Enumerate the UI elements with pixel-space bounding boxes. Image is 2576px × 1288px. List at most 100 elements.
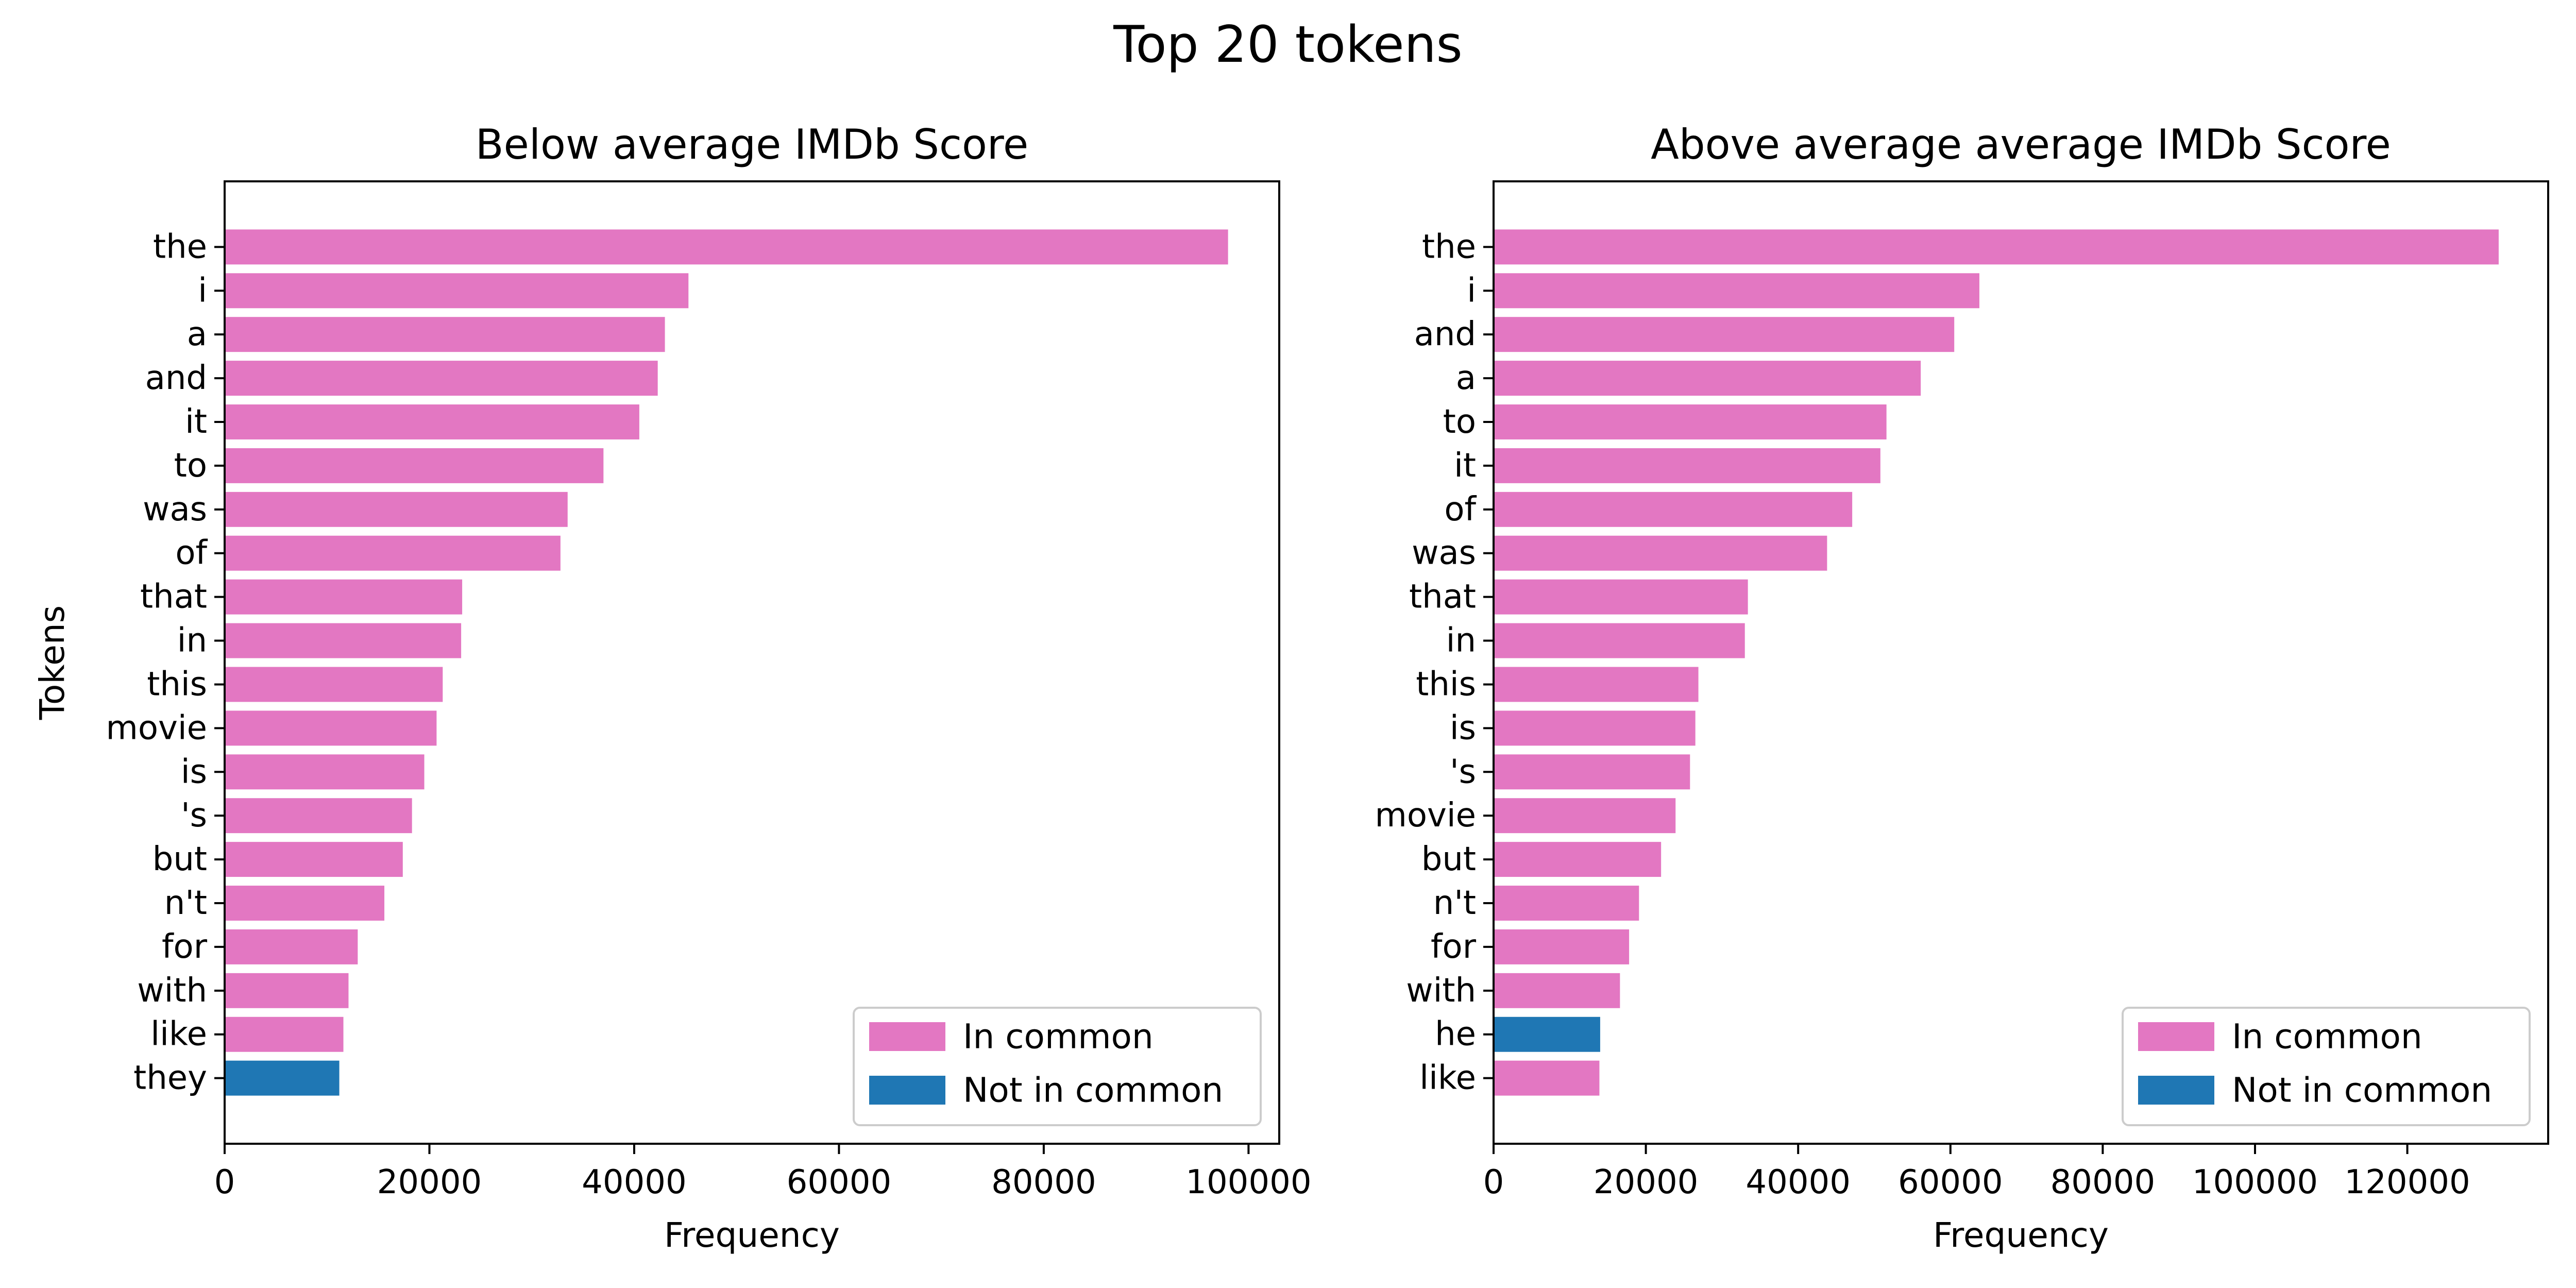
bar-in bbox=[225, 623, 462, 658]
legend-label: Not in common bbox=[963, 1071, 1223, 1110]
y-tick-label-it: it bbox=[1454, 447, 1476, 485]
y-tick-label-to: to bbox=[174, 447, 207, 485]
x-tick-label: 80000 bbox=[991, 1163, 1096, 1201]
x-tick-label: 0 bbox=[1483, 1163, 1504, 1201]
y-tick-label-movie: movie bbox=[106, 709, 207, 747]
legend-swatch bbox=[2138, 1076, 2214, 1105]
bar-and bbox=[1494, 317, 1955, 352]
legend-swatch bbox=[869, 1022, 945, 1051]
y-tick-label-n't: n't bbox=[164, 884, 207, 922]
bar-with bbox=[225, 973, 349, 1008]
bar-movie bbox=[1494, 798, 1676, 834]
panel-title: Above average average IMDb Score bbox=[1651, 121, 2391, 168]
bar-in bbox=[1494, 623, 1745, 658]
x-tick-label: 60000 bbox=[1898, 1163, 2003, 1201]
bar-it bbox=[225, 404, 639, 439]
y-tick-label-with: with bbox=[137, 972, 207, 1010]
bar-a bbox=[225, 317, 665, 352]
y-tick-label-a: a bbox=[187, 315, 207, 353]
y-tick-label-in: in bbox=[1446, 622, 1476, 660]
bar-but bbox=[225, 842, 403, 877]
x-tick-label: 20000 bbox=[1594, 1163, 1699, 1201]
bar-was bbox=[1494, 535, 1827, 571]
axes-frame bbox=[224, 180, 1280, 1145]
y-tick-label-and: and bbox=[145, 359, 207, 397]
bar-and bbox=[225, 361, 658, 396]
y-tick-label-they: they bbox=[133, 1059, 207, 1097]
y-tick-label-and: and bbox=[1414, 315, 1476, 353]
x-tick-label: 120000 bbox=[2344, 1163, 2470, 1201]
y-tick-label-like: like bbox=[1419, 1059, 1476, 1097]
x-tick-label: 20000 bbox=[377, 1163, 482, 1201]
y-tick-label-it: it bbox=[185, 403, 207, 441]
x-tick-label: 40000 bbox=[1745, 1163, 1851, 1201]
y-tick-label-is: is bbox=[181, 753, 207, 791]
bar-movie bbox=[225, 710, 437, 746]
legend-box bbox=[853, 1007, 1262, 1126]
y-tick-label-the: the bbox=[153, 228, 207, 266]
bar-it bbox=[1494, 448, 1880, 483]
bar-of bbox=[1494, 492, 1853, 527]
bar-this bbox=[1494, 667, 1699, 702]
legend-swatch bbox=[869, 1076, 945, 1105]
bar-with bbox=[1494, 973, 1620, 1008]
bar-was bbox=[225, 492, 568, 527]
y-tick-label-is: is bbox=[1450, 709, 1476, 747]
x-tick-label: 100000 bbox=[2192, 1163, 2318, 1201]
y-tick-label-'s: 's bbox=[1450, 753, 1476, 791]
legend-swatch bbox=[2138, 1022, 2214, 1051]
y-tick-label-of: of bbox=[175, 534, 208, 572]
y-tick-label-of: of bbox=[1444, 490, 1477, 529]
bar-n't bbox=[1494, 886, 1639, 921]
y-tick-label-movie: movie bbox=[1375, 796, 1476, 835]
bar-this bbox=[225, 667, 443, 702]
bar-n't bbox=[225, 886, 385, 921]
x-tick-label: 40000 bbox=[582, 1163, 687, 1201]
bar-is bbox=[225, 754, 425, 790]
bar-the bbox=[1494, 229, 2499, 265]
bar-of bbox=[225, 535, 561, 571]
y-tick-label-to: to bbox=[1443, 403, 1476, 441]
y-tick-label-but: but bbox=[1421, 840, 1476, 878]
y-tick-label-the: the bbox=[1422, 228, 1476, 266]
legend-label: Not in common bbox=[2232, 1071, 2492, 1110]
bar-'s bbox=[225, 798, 412, 834]
bar-is bbox=[1494, 710, 1696, 746]
x-tick-label: 80000 bbox=[2050, 1163, 2156, 1201]
legend-label: In common bbox=[963, 1017, 1154, 1057]
bar-'s bbox=[1494, 754, 1690, 790]
x-axis-label: Frequency bbox=[1933, 1215, 2109, 1255]
axes-frame bbox=[1493, 180, 2549, 1145]
bar-for bbox=[225, 929, 358, 964]
panel-title: Below average IMDb Score bbox=[476, 121, 1029, 168]
bar-that bbox=[1494, 579, 1748, 615]
x-axis-label: Frequency bbox=[664, 1215, 840, 1255]
x-tick-label: 0 bbox=[214, 1163, 235, 1201]
legend-box bbox=[2122, 1007, 2531, 1126]
y-tick-label-n't: n't bbox=[1433, 884, 1476, 922]
y-tick-label-this: this bbox=[147, 665, 207, 703]
bar-like bbox=[1494, 1060, 1600, 1096]
y-tick-label-was: was bbox=[143, 490, 207, 529]
bar-i bbox=[225, 273, 689, 309]
bar-the bbox=[225, 229, 1228, 265]
y-tick-label-that: that bbox=[1409, 578, 1476, 616]
bar-he bbox=[1494, 1016, 1600, 1052]
bar-for bbox=[1494, 929, 1630, 964]
x-tick-label: 60000 bbox=[787, 1163, 892, 1201]
y-axis-label: Tokens bbox=[32, 605, 72, 720]
y-tick-label-a: a bbox=[1456, 359, 1476, 397]
bar-they bbox=[225, 1060, 340, 1096]
figure-title: Top 20 tokens bbox=[1113, 15, 1463, 74]
y-tick-label-with: with bbox=[1406, 972, 1476, 1010]
y-tick-label-i: i bbox=[1467, 272, 1476, 310]
y-tick-label-that: that bbox=[140, 578, 207, 616]
bar-but bbox=[1494, 842, 1662, 877]
y-tick-label-for: for bbox=[162, 928, 208, 966]
bar-to bbox=[1494, 404, 1887, 439]
y-tick-label-this: this bbox=[1416, 665, 1476, 703]
bar-to bbox=[225, 448, 604, 483]
legend-label: In common bbox=[2232, 1017, 2422, 1057]
